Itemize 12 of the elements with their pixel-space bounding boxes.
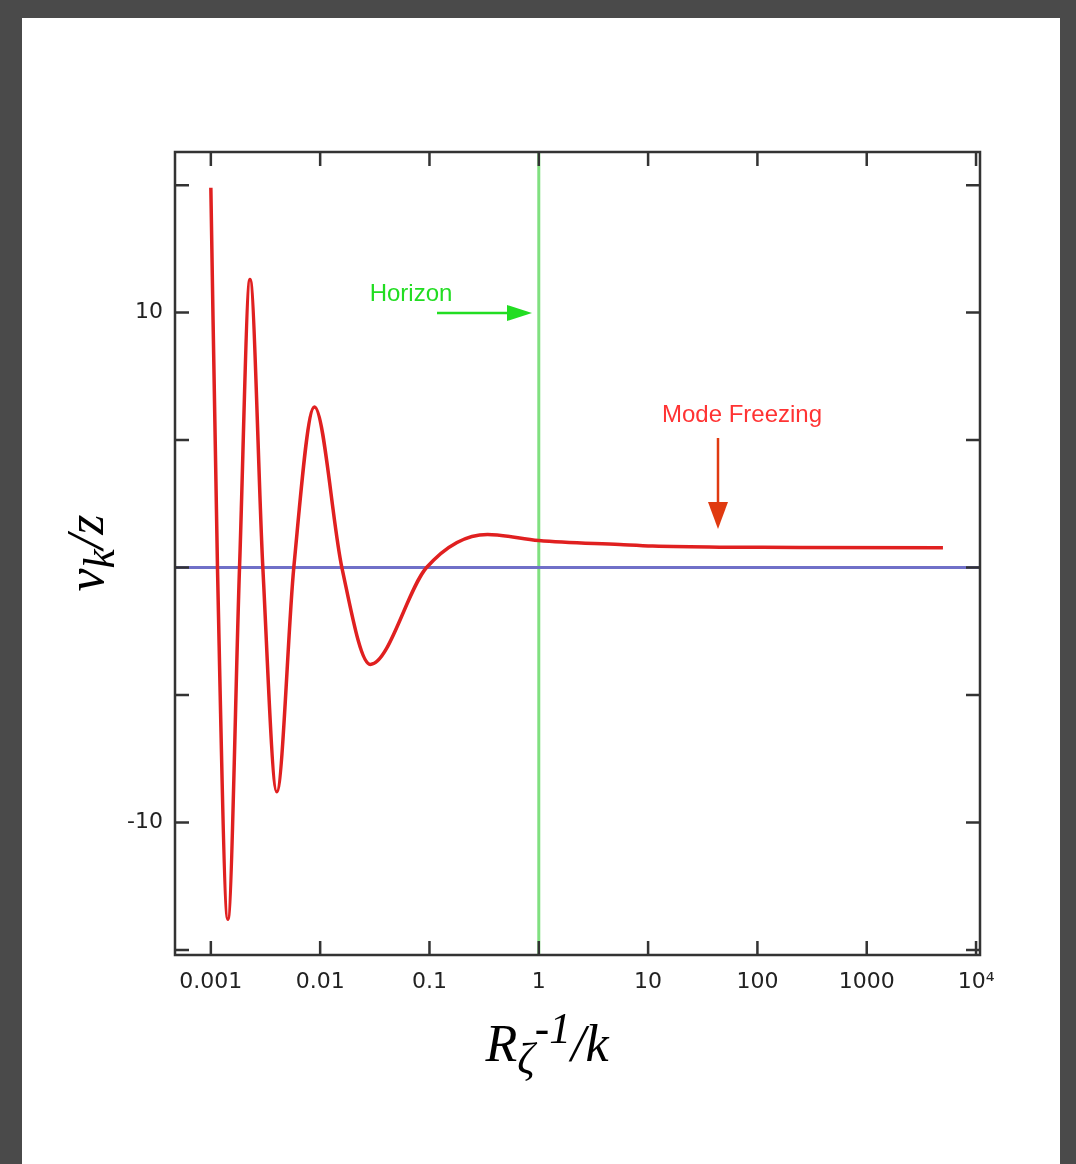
x-tick-label: 1000 xyxy=(838,967,895,993)
x-tick-label: 0.001 xyxy=(179,967,243,993)
x-axis-title: R$_{ζ}$$^{-1}$/k xyxy=(485,1003,609,1083)
x-tick-label: 0.1 xyxy=(411,967,447,993)
y-tick-label: -10 xyxy=(127,808,163,834)
x-tick-label: 1 xyxy=(531,967,546,993)
annotation: Mode Freezing xyxy=(661,400,823,428)
x-tick-label: 10 xyxy=(634,967,663,993)
annotation: Horizon xyxy=(369,279,453,307)
x-tick-label: 0.01 xyxy=(295,967,345,993)
x-tick-label: 100 xyxy=(736,967,779,993)
x-tick-label: 10⁴ xyxy=(957,967,995,993)
